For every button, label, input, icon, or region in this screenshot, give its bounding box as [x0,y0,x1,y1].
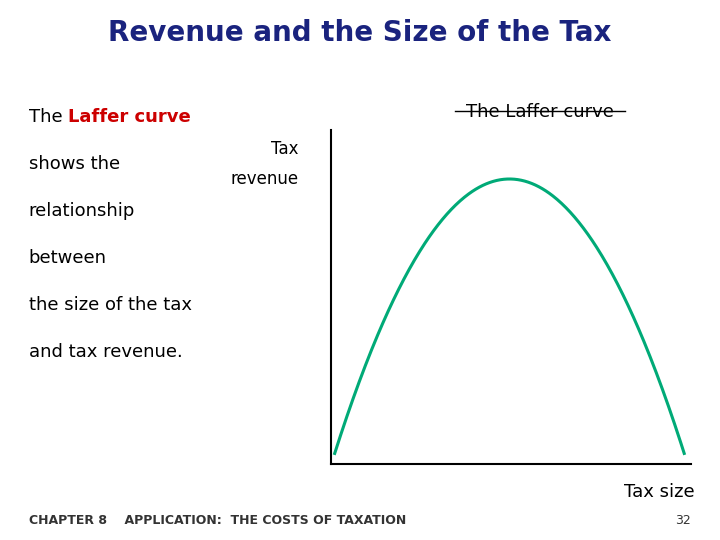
Text: and tax revenue.: and tax revenue. [29,343,183,361]
Text: Laffer curve: Laffer curve [68,108,191,126]
Text: shows the: shows the [29,155,120,173]
Text: The: The [29,108,68,126]
Text: Revenue and the Size of the Tax: Revenue and the Size of the Tax [108,19,612,47]
Text: CHAPTER 8    APPLICATION:  THE COSTS OF TAXATION: CHAPTER 8 APPLICATION: THE COSTS OF TAXA… [29,514,406,526]
Text: Tax size: Tax size [624,483,695,501]
Text: the size of the tax: the size of the tax [29,296,192,314]
Text: relationship: relationship [29,202,135,220]
Text: between: between [29,249,107,267]
Text: Tax: Tax [271,140,299,158]
Text: 32: 32 [675,514,691,526]
Text: The Laffer curve: The Laffer curve [466,103,614,121]
Text: revenue: revenue [230,170,299,188]
